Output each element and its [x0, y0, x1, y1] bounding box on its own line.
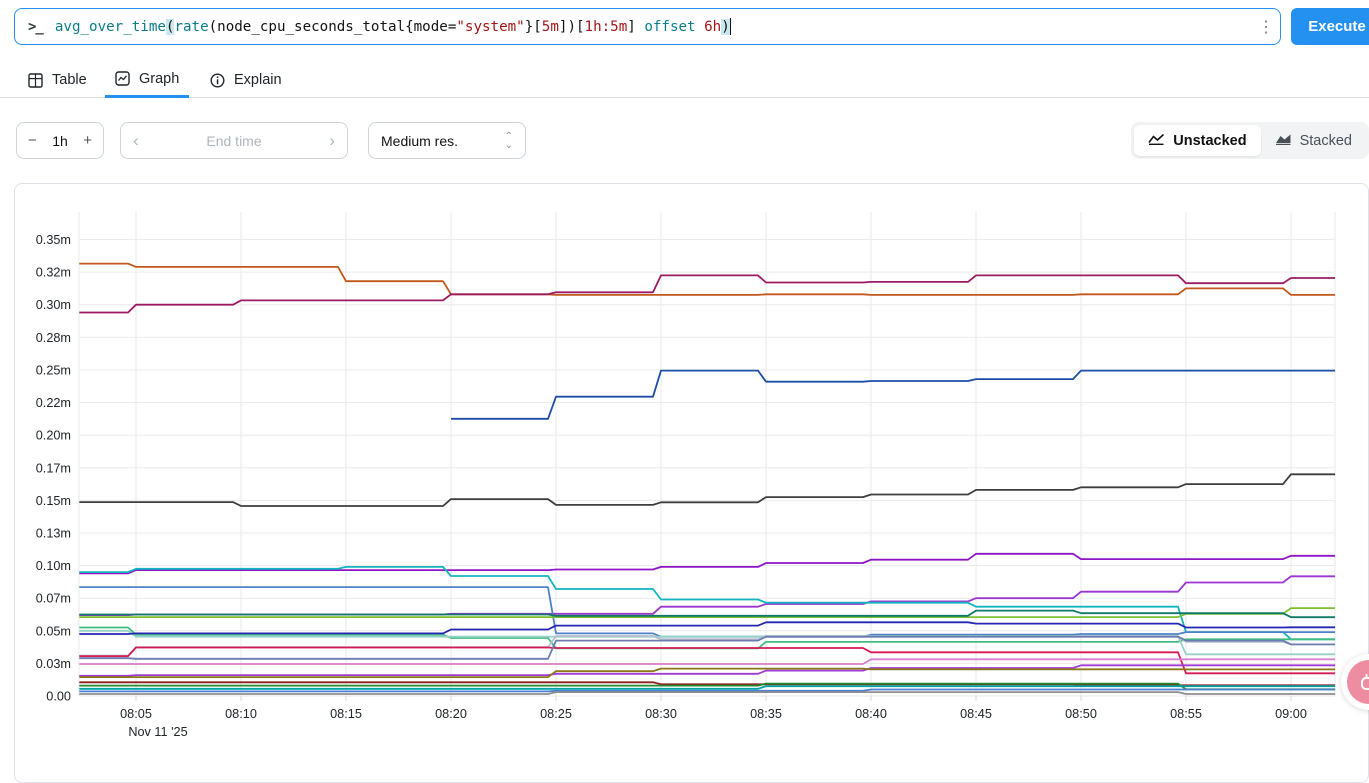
svg-text:0.35m: 0.35m — [36, 233, 71, 247]
view-tabs: Table Graph Explain — [0, 62, 1369, 98]
svg-text:0.07m: 0.07m — [36, 592, 71, 606]
table-icon — [28, 72, 43, 88]
stacking-toggle: Unstacked Stacked — [1131, 122, 1369, 159]
svg-text:0.20m: 0.20m — [36, 429, 71, 443]
svg-text:08:50: 08:50 — [1065, 707, 1097, 721]
end-time-placeholder: End time — [206, 132, 262, 149]
graph-panel: 0.35m 0.32m 0.30m 0.28m 0.25m 0.22m 0.20m 0.17m… — [14, 183, 1369, 783]
toggle-label: Unstacked — [1173, 132, 1247, 149]
range-value[interactable]: 1h — [52, 132, 68, 149]
tab-graph[interactable]: Graph — [105, 62, 190, 98]
svg-text:0.03m: 0.03m — [36, 657, 71, 671]
tab-label: Table — [52, 72, 87, 88]
query-options-menu-icon[interactable]: ⋮ — [1258, 18, 1274, 36]
console-prompt-icon: >_ — [28, 18, 44, 35]
svg-text:0.17m: 0.17m — [36, 461, 71, 475]
tab-label: Explain — [234, 72, 282, 88]
query-expression[interactable]: avg_over_time(rate(node_cpu_seconds_tota… — [54, 17, 731, 35]
query-input[interactable]: >_ avg_over_time(rate(node_cpu_seconds_t… — [14, 8, 1281, 45]
stacked-button[interactable]: Stacked — [1261, 125, 1366, 156]
line-chart-icon — [1148, 132, 1165, 149]
svg-text:08:45: 08:45 — [960, 707, 992, 721]
svg-text:08:35: 08:35 — [750, 707, 782, 721]
svg-text:0.30m: 0.30m — [36, 298, 71, 312]
tab-table[interactable]: Table — [18, 62, 97, 98]
info-icon — [210, 72, 225, 88]
svg-text:0.00: 0.00 — [46, 690, 71, 704]
range-decrease-button[interactable]: − — [28, 132, 37, 149]
execute-button[interactable]: Execute — [1291, 8, 1369, 45]
cpu-rate-chart[interactable]: 0.35m 0.32m 0.30m 0.28m 0.25m 0.22m 0.20m 0.17m… — [17, 196, 1362, 756]
toggle-label: Stacked — [1299, 132, 1352, 149]
tab-label: Graph — [139, 70, 180, 87]
svg-text:0.13m: 0.13m — [36, 527, 71, 541]
chevron-right-icon[interactable]: › — [329, 131, 335, 150]
range-stepper: − 1h + — [16, 122, 104, 159]
svg-text:08:25: 08:25 — [540, 707, 572, 721]
svg-text:08:30: 08:30 — [645, 707, 677, 721]
svg-text:0.25m: 0.25m — [36, 363, 71, 377]
resolution-select[interactable]: Medium res. ⌃ ⌄ — [368, 122, 526, 159]
chevron-left-icon[interactable]: ‹ — [133, 131, 139, 150]
graph-controls: − 1h + ‹ End time › Medium res. ⌃ ⌄ Unsta… — [0, 122, 1369, 160]
area-chart-icon — [1275, 132, 1292, 149]
svg-text:08:05: 08:05 — [120, 707, 152, 721]
tab-explain[interactable]: Explain — [200, 62, 292, 98]
text-cursor — [729, 17, 731, 35]
svg-text:0.32m: 0.32m — [36, 266, 71, 280]
svg-text:0.10m: 0.10m — [36, 559, 71, 573]
resolution-value: Medium res. — [381, 132, 459, 149]
query-bar: >_ avg_over_time(rate(node_cpu_seconds_t… — [14, 8, 1369, 46]
svg-text:0.05m: 0.05m — [36, 624, 71, 638]
unstacked-button[interactable]: Unstacked — [1134, 125, 1261, 156]
svg-text:0.28m: 0.28m — [36, 331, 71, 345]
svg-text:08:40: 08:40 — [855, 707, 887, 721]
svg-text:08:55: 08:55 — [1170, 707, 1202, 721]
svg-text:Nov 11 '25: Nov 11 '25 — [128, 725, 187, 739]
svg-text:0.22m: 0.22m — [36, 396, 71, 410]
plug-icon — [1361, 674, 1369, 690]
svg-text:0.15m: 0.15m — [36, 494, 71, 508]
chevron-up-down-icon: ⌃ ⌄ — [504, 130, 513, 151]
range-increase-button[interactable]: + — [83, 132, 92, 149]
floating-extension-button[interactable] — [1347, 660, 1369, 704]
svg-text:09:00: 09:00 — [1275, 707, 1307, 721]
svg-text:08:20: 08:20 — [435, 707, 467, 721]
svg-text:08:15: 08:15 — [330, 707, 362, 721]
graph-icon — [115, 71, 130, 86]
svg-text:08:10: 08:10 — [225, 707, 257, 721]
end-time-picker[interactable]: ‹ End time › — [120, 122, 348, 159]
